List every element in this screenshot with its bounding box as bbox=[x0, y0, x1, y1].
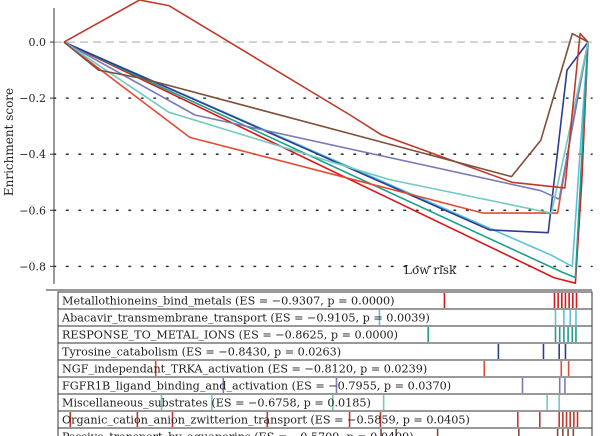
y-tick-label: −0.2 bbox=[19, 92, 46, 105]
y-tick-label: −0.4 bbox=[19, 148, 46, 161]
series-label-7: Miscellaneous_substrates (ES = −0.6758, … bbox=[62, 397, 371, 410]
hit-panel: Metallothioneins_bind_metals (ES = −0.93… bbox=[46, 289, 593, 436]
series-label-6: FGFR1B_ligand_binding_and_activation (ES… bbox=[62, 380, 451, 393]
series-lines bbox=[63, 0, 589, 285]
y-tick-label: −0.6 bbox=[19, 204, 46, 217]
series-label-9: Passive_transport_by_aquaporins (ES = −0… bbox=[62, 431, 414, 436]
panel-frame bbox=[57, 291, 593, 436]
series-label-4: Tyrosine_catabolism (ES = −0.8430, p = 0… bbox=[62, 346, 341, 359]
series-line-8 bbox=[63, 0, 589, 189]
y-tick-label: 0.0 bbox=[29, 36, 47, 49]
series-line-9 bbox=[63, 32, 589, 178]
series-line-2 bbox=[63, 41, 589, 268]
series-label-8: Organic_cation_anion_zwitterion_transpor… bbox=[62, 414, 470, 427]
y-axis-label: Enrichment score bbox=[2, 88, 16, 196]
y-axis: 0.0 −0.2 −0.4 −0.6 −0.8 bbox=[19, 8, 55, 284]
series-label-3: RESPONSE_TO_METAL_IONS (ES = −0.8625, p … bbox=[62, 329, 398, 342]
series-line-7 bbox=[63, 41, 589, 214]
series-label-2: Abacavir_transmembrane_transport (ES = −… bbox=[61, 312, 430, 325]
grid-lines bbox=[53, 41, 593, 268]
series-label-1: Metallothioneins_bind_metals (ES = −0.93… bbox=[62, 295, 395, 308]
series-label-5: NGF_independant_TRKA_activation (ES = −0… bbox=[62, 363, 427, 376]
annotation-low-risk: Low risk bbox=[404, 263, 457, 277]
y-tick-label: −0.8 bbox=[19, 260, 46, 273]
